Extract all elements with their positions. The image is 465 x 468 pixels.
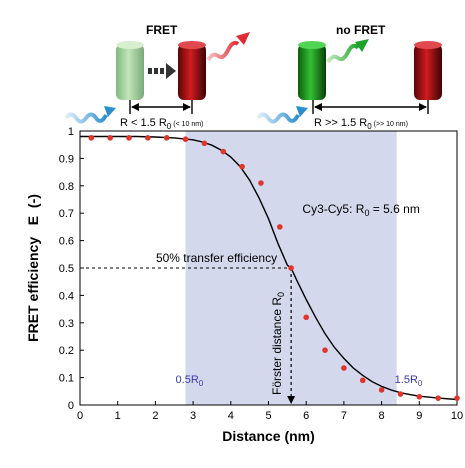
energy-transfer-arrow-icon [148, 63, 176, 79]
data-point [416, 393, 423, 400]
acceptor-emission-arrowhead-icon [236, 32, 250, 45]
x-axis-label: Distance (nm) [222, 428, 315, 444]
x-tick-label: 3 [190, 410, 196, 422]
x-tick-label: 7 [341, 410, 347, 422]
y-tick-label: 0.8 [59, 181, 74, 193]
donor-top-icon [298, 41, 326, 49]
x-tick-label: 1 [115, 410, 121, 422]
y-tick-label: 0.3 [59, 318, 74, 330]
excitation-photon-icon [64, 112, 108, 124]
data-point [454, 395, 460, 401]
fret-illustration: FRET R < 1.5 R0 (< 10 nm) no FRET [64, 23, 442, 131]
data-point [107, 135, 113, 141]
x-tick-label: 9 [416, 410, 422, 422]
species-label: Cy3-Cy5: R0 = 5.6 nm [302, 202, 419, 218]
chart: 0 1 2 3 4 5 6 7 8 9 10 0 0.1 0.2 0.3 0.4 0.5 0.6 0.7 0.8 0.9… [25, 126, 463, 444]
x-tick-label: 8 [379, 410, 385, 422]
data-point [341, 365, 347, 371]
data-points [88, 135, 460, 401]
donor-icon [298, 44, 326, 100]
data-point [126, 135, 132, 141]
data-point [288, 265, 294, 271]
data-point [163, 135, 170, 141]
upper-bound-label: 1.5R0 [395, 374, 423, 388]
forster-distance-label: Förster distance R0 [270, 292, 286, 395]
data-point [303, 314, 310, 321]
no-fret-condition-label: R >> 1.5 R0 (>> 10 nm) [314, 117, 408, 131]
y-tick-label: 0.6 [59, 236, 74, 248]
y-axis-label: FRET efficiency E (-) [25, 194, 41, 342]
data-point [88, 135, 95, 141]
data-point [239, 163, 245, 170]
excitation-arrowhead-2-icon [296, 106, 308, 117]
axis-ticks: 0 1 2 3 4 5 6 7 8 9 10 0 0.1 0.2 0.3 0.4 0.5 0.6 0.7 0.8 0.9… [59, 126, 463, 422]
no-fret-label: no FRET [336, 23, 386, 37]
x-tick-label: 5 [265, 410, 271, 422]
data-point [201, 140, 208, 147]
data-point [145, 135, 151, 141]
x-tick-label: 2 [152, 410, 158, 422]
data-point [397, 391, 404, 397]
data-point [258, 180, 264, 186]
excitation-arrowhead-icon [104, 106, 116, 117]
excitation-photon-2-icon [256, 112, 300, 124]
data-point [378, 387, 385, 393]
data-point [359, 377, 366, 384]
half-efficiency-label: 50% transfer efficiency [156, 251, 277, 265]
data-point [182, 136, 189, 143]
acceptor-2-top-icon [414, 41, 442, 49]
fret-label: FRET [146, 23, 178, 37]
acceptor-2-icon [414, 44, 442, 100]
donor-faded-top-icon [116, 41, 144, 49]
acceptor-top-icon [178, 41, 206, 49]
acceptor-emission-icon [206, 40, 240, 62]
y-tick-label: 0.5 [59, 263, 74, 275]
data-point [277, 224, 283, 230]
x-tick-label: 4 [228, 410, 234, 422]
lower-bound-label: 0.5R0 [176, 374, 204, 388]
y-tick-label: 1 [68, 126, 74, 138]
donor-emission-arrowhead-icon [355, 39, 369, 52]
data-point [322, 347, 328, 354]
y-tick-label: 0.4 [59, 290, 74, 302]
y-tick-label: 0.7 [59, 208, 74, 220]
acceptor-icon [178, 44, 206, 100]
x-tick-label: 0 [77, 410, 83, 422]
data-point [220, 148, 227, 155]
y-tick-label: 0.1 [59, 373, 74, 385]
y-tick-label: 0.2 [59, 345, 74, 357]
donor-emission-icon [326, 43, 360, 64]
x-tick-label: 10 [451, 410, 463, 422]
fret-condition-label: R < 1.5 R0 (< 10 nm) [120, 117, 203, 131]
donor-faded-icon [116, 44, 144, 100]
y-tick-label: 0.9 [59, 153, 74, 165]
y-tick-label: 0 [68, 400, 74, 412]
data-point [435, 395, 441, 401]
x-tick-label: 6 [303, 410, 309, 422]
